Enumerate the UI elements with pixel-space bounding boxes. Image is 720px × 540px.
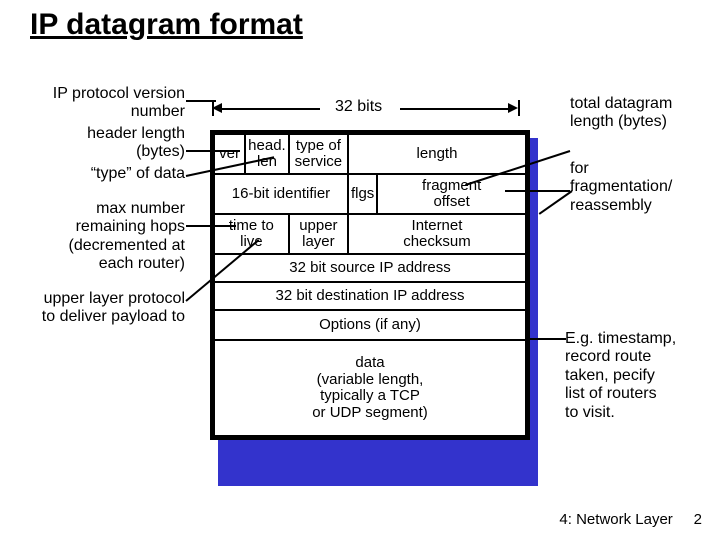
bits-width-label: 32 bits: [335, 98, 382, 116]
tick-right: [518, 100, 520, 116]
footer: 4: Network Layer 2: [559, 511, 702, 528]
page-title: IP datagram format: [30, 8, 303, 42]
line-ttl: [186, 225, 236, 227]
label-frag: for fragmentation/ reassembly: [570, 160, 672, 215]
cell-hlen: head. len: [245, 134, 289, 174]
tick-left: [212, 100, 214, 116]
line-version: [186, 100, 216, 102]
bits-arrow-left: [220, 108, 320, 110]
cell-data: data (variable length, typically a TCP o…: [214, 340, 526, 436]
cell-ttl: time to live: [214, 214, 289, 254]
line-options: [526, 338, 566, 340]
line-hlen: [186, 150, 240, 152]
label-ttl: max number remaining hops (decremented a…: [10, 200, 185, 274]
cell-length: length: [348, 134, 526, 174]
label-proto: upper layer protocol to deliver payload …: [0, 290, 185, 327]
cell-id: 16-bit identifier: [214, 174, 348, 214]
line-frag2: [539, 190, 573, 215]
bits-arrow-right-head: [508, 103, 518, 113]
label-headerlen: header length (bytes): [10, 125, 185, 162]
cell-dst: 32 bit destination IP address: [214, 282, 526, 310]
label-type: “type” of data: [10, 165, 185, 183]
cell-fragoff: fragment offset: [377, 174, 526, 214]
line-frag1: [505, 190, 570, 192]
ip-header-diagram: ver head. len type of service length 16-…: [210, 130, 530, 440]
footer-section: 4: Network Layer: [559, 511, 672, 528]
label-version: IP protocol version number: [10, 85, 185, 122]
cell-src: 32 bit source IP address: [214, 254, 526, 282]
cell-flgs: flgs: [348, 174, 377, 214]
bits-arrow-right: [400, 108, 510, 110]
footer-page: 2: [694, 511, 702, 528]
cell-opts: Options (if any): [214, 310, 526, 340]
cell-tos: type of service: [289, 134, 348, 174]
cell-proto: upper layer: [289, 214, 348, 254]
label-totlen: total datagram length (bytes): [570, 95, 672, 132]
cell-cksum: Internet checksum: [348, 214, 526, 254]
label-options: E.g. timestamp, record route taken, peci…: [565, 330, 676, 422]
